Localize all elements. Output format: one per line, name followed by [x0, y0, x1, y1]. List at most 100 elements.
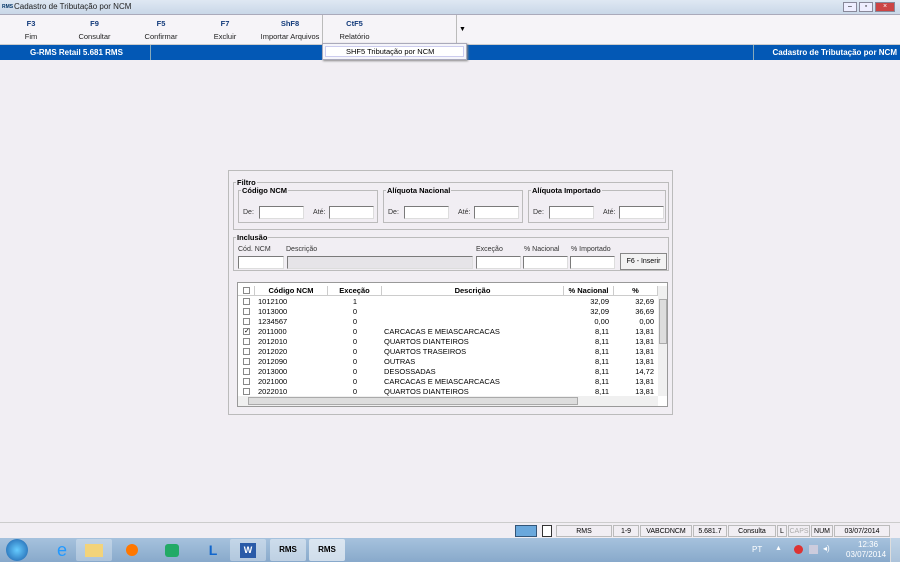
- toolbar-button-relatório[interactable]: CtF5 Relatório: [322, 15, 386, 45]
- language-indicator[interactable]: PT: [752, 545, 763, 554]
- horizontal-scrollbar[interactable]: [238, 396, 658, 406]
- rms-taskbar-app-1[interactable]: RMS: [270, 539, 306, 561]
- codigo-de-input[interactable]: [259, 206, 304, 219]
- cell-codigo: 1234567: [258, 317, 288, 326]
- action-center-icon[interactable]: [794, 545, 803, 554]
- rms-taskbar-app-2[interactable]: RMS: [309, 539, 345, 561]
- select-all-checkbox[interactable]: [243, 287, 250, 294]
- importado-de-input[interactable]: [549, 206, 594, 219]
- table-row[interactable]: 2012020 0 QUARTOS TRASEIROS 8,11 13,81: [238, 347, 658, 357]
- filtro-title: Filtro: [237, 178, 256, 187]
- network-icon[interactable]: [809, 545, 818, 554]
- screen-name: Cadastro de Tributação por NCM: [772, 48, 897, 57]
- toolbar-button-confirmar[interactable]: F5 Confirmar: [130, 15, 192, 45]
- row-checkbox[interactable]: [243, 368, 250, 375]
- inclusao-title: Inclusão: [237, 233, 268, 242]
- nacional-input[interactable]: [523, 256, 568, 269]
- minimize-button[interactable]: –: [843, 2, 857, 12]
- table-row[interactable]: 1013000 0 32,09 36,69: [238, 307, 658, 317]
- cell-nacional: 0,00: [594, 317, 609, 326]
- toolbar-more-dropdown[interactable]: ▼: [456, 15, 468, 45]
- cell-importado: 13,81: [635, 387, 654, 396]
- status-cell: VABCDNCM: [640, 525, 692, 537]
- lync-icon[interactable]: L: [208, 542, 218, 558]
- header-codigo[interactable]: Código NCM: [255, 286, 328, 296]
- table-row[interactable]: ✓ 2011000 0 CARCACAS E MEIASCARCACAS 8,1…: [238, 327, 658, 337]
- toolbar: F3 Fim F9 Consultar F5 Confirmar F7 Excluir ShF8…: [0, 15, 900, 45]
- nacional-de-input[interactable]: [404, 206, 449, 219]
- file-explorer-icon[interactable]: [76, 539, 112, 561]
- header-excecao[interactable]: Exceção: [328, 286, 382, 296]
- header-importado[interactable]: % Importado: [614, 286, 658, 296]
- cell-importado: 13,81: [635, 377, 654, 386]
- status-cell: RMS: [556, 525, 612, 537]
- row-checkbox[interactable]: [243, 308, 250, 315]
- nacional-ate-input[interactable]: [474, 206, 519, 219]
- table-row[interactable]: 2022010 0 QUARTOS DIANTEIROS 8,11 13,81: [238, 387, 658, 397]
- clipboard-icon: [542, 525, 552, 537]
- row-checkbox[interactable]: ✓: [243, 328, 250, 335]
- close-button[interactable]: ×: [875, 2, 895, 12]
- cell-codigo: 2012020: [258, 347, 288, 356]
- h-scroll-thumb[interactable]: [248, 397, 578, 405]
- vertical-scrollbar[interactable]: [658, 286, 667, 396]
- table-row[interactable]: 1012100 1 32,09 32,69: [238, 297, 658, 307]
- header-descricao[interactable]: Descrição: [382, 286, 564, 296]
- scroll-thumb[interactable]: [659, 299, 667, 344]
- toolbar-button-fim[interactable]: F3 Fim: [0, 15, 62, 45]
- toolbar-button-excluir[interactable]: F7 Excluir: [192, 15, 258, 45]
- clock-date[interactable]: 03/07/2014: [846, 550, 887, 559]
- aliquota-importado-title: Alíquota Importado: [532, 186, 601, 195]
- start-button[interactable]: [6, 539, 28, 561]
- row-checkbox[interactable]: [243, 378, 250, 385]
- show-hidden-icons[interactable]: ▲: [775, 545, 782, 552]
- cell-nacional: 8,11: [594, 387, 609, 396]
- screen-icon: [515, 525, 537, 537]
- clock-time[interactable]: 12:36: [858, 540, 879, 549]
- inclusao-group: Inclusão Cód. NCM Descrição Exceção % Na…: [233, 233, 669, 271]
- row-checkbox[interactable]: [243, 338, 250, 345]
- status-cell: 03/07/2014: [834, 525, 890, 537]
- excecao-label: Exceção: [476, 246, 503, 253]
- toolbar-button-importar-arquivos[interactable]: ShF8 Importar Arquivos: [258, 15, 322, 45]
- codigo-ate-input[interactable]: [329, 206, 374, 219]
- aliquota-nacional-title: Alíquota Nacional: [387, 186, 451, 195]
- internet-explorer-icon[interactable]: e: [56, 540, 67, 560]
- row-checkbox[interactable]: [243, 298, 250, 305]
- button-label: Importar Arquivos: [260, 32, 320, 41]
- row-checkbox[interactable]: [243, 318, 250, 325]
- table-row[interactable]: 1234567 0 0,00 0,00: [238, 317, 658, 327]
- maximize-button[interactable]: ▫: [859, 2, 873, 12]
- table-row[interactable]: 2013000 0 DESOSSADAS 8,11 14,72: [238, 367, 658, 377]
- table-row[interactable]: 2012010 0 QUARTOS DIANTEIROS 8,11 13,81: [238, 337, 658, 347]
- table-row[interactable]: 2021000 0 CARCACAS E MEIASCARCACAS 8,11 …: [238, 377, 658, 387]
- cell-codigo: 2012010: [258, 337, 288, 346]
- cell-descricao: QUARTOS DIANTEIROS: [384, 387, 469, 396]
- shortcut-key: ShF8: [280, 19, 300, 28]
- network-app-icon[interactable]: [155, 539, 191, 561]
- row-checkbox[interactable]: [243, 348, 250, 355]
- cell-codigo: 2012090: [258, 357, 288, 366]
- word-icon[interactable]: W: [230, 539, 266, 561]
- cell-excecao: 0: [352, 317, 358, 326]
- menu-item-tributacao-ncm[interactable]: SHF5 Tributação por NCM: [325, 46, 464, 57]
- importado-ate-input[interactable]: [619, 206, 664, 219]
- excecao-input[interactable]: [476, 256, 521, 269]
- de-label: De:: [533, 209, 544, 216]
- codigo-ncm-group: Código NCM De: Até:: [238, 186, 378, 223]
- ncm-grid: Código NCM Exceção Descrição % Nacional …: [237, 282, 668, 407]
- cod-ncm-input[interactable]: [238, 256, 284, 269]
- toolbar-button-consultar[interactable]: F9 Consultar: [62, 15, 127, 45]
- media-player-icon[interactable]: [116, 539, 152, 561]
- table-row[interactable]: 2012090 0 OUTRAS 8,11 13,81: [238, 357, 658, 367]
- show-desktop-button[interactable]: [890, 538, 900, 562]
- inserir-button[interactable]: F6 - Inserir: [620, 253, 667, 270]
- row-checkbox[interactable]: [243, 388, 250, 395]
- row-checkbox[interactable]: [243, 358, 250, 365]
- importado-input[interactable]: [570, 256, 615, 269]
- status-cell: NUM: [811, 525, 833, 537]
- header-nacional[interactable]: % Nacional: [564, 286, 614, 296]
- window-title: Cadastro de Tributação por NCM: [14, 2, 132, 11]
- cell-nacional: 32,09: [590, 297, 609, 306]
- volume-icon[interactable]: ◂): [823, 544, 830, 553]
